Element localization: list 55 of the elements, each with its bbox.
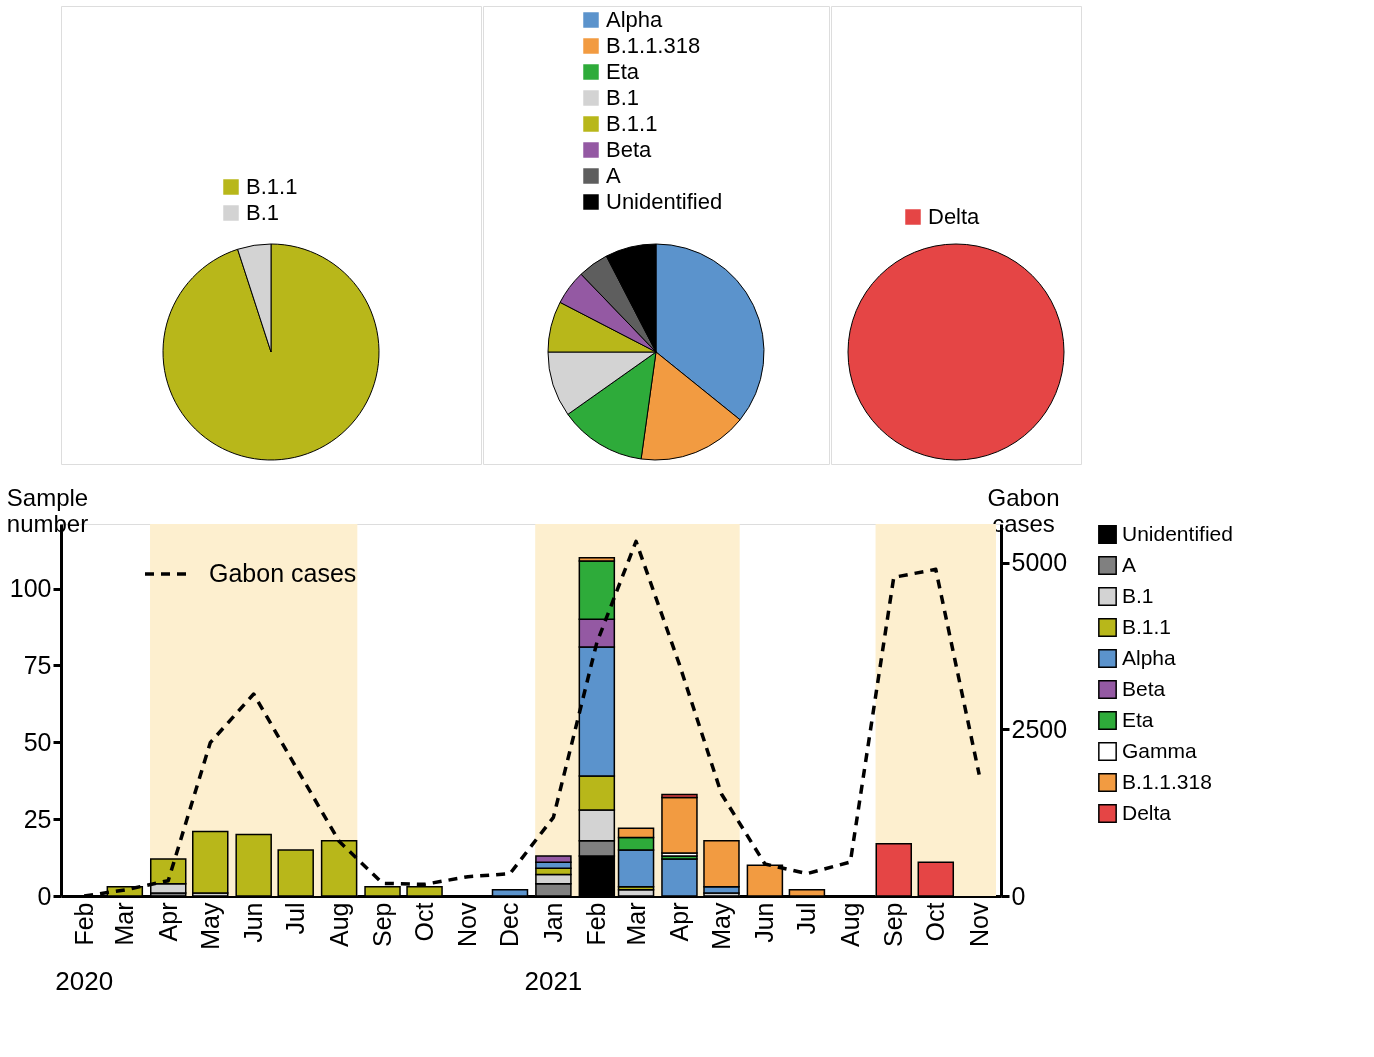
y-tick-label: 0 [37, 881, 52, 910]
legend-label: Unidentified [1122, 521, 1233, 545]
legend-label: B.1 [246, 200, 280, 225]
legend-label: B.1 [606, 85, 640, 110]
text: 2021 [524, 966, 583, 996]
y-tick-label: 75 [23, 650, 52, 679]
legend-label: Gabon cases [209, 559, 357, 587]
x-tick-label: May [195, 902, 224, 950]
legend-label: B.1.1.318 [606, 33, 701, 58]
legend-label: Delta [1122, 800, 1172, 824]
legend-label: Alpha [1122, 645, 1177, 669]
x-tick-label: Apr [664, 902, 693, 942]
legend-label: B.1 [1122, 583, 1154, 607]
x-tick-label: Sep [368, 902, 397, 947]
y-axis-title: Sample number [6, 483, 89, 537]
x-tick-label: Nov [453, 902, 482, 947]
x-tick-label: Nov [964, 902, 993, 947]
x-tick-label: Jul [281, 902, 310, 935]
y-tick-label: 50 [23, 727, 52, 756]
x-tick-label: Feb [582, 902, 611, 946]
legend-label: Unidentified [606, 189, 723, 214]
x-tick-label: Mar [621, 902, 650, 946]
legend-label: B.1.1 [606, 111, 658, 136]
legend-label: B.1.1 [246, 174, 298, 199]
x-tick-label: Feb [69, 902, 98, 946]
legend-label: Alpha [606, 7, 664, 32]
x-tick-label: Jun [750, 902, 779, 943]
y-tick-label: 100 [9, 574, 52, 603]
x-tick-label: Jul [792, 902, 821, 935]
legend-label: Beta [1122, 676, 1166, 700]
legend-label: A [606, 163, 621, 188]
y2-tick-label: 2500 [1011, 714, 1068, 743]
legend-label: Eta [1122, 707, 1154, 731]
y2-tick-label: 5000 [1011, 548, 1068, 577]
x-tick-label: May [706, 902, 735, 950]
x-tick-label: Jan [538, 902, 567, 943]
x-tick-label: Dec [495, 902, 524, 947]
text: 2020 [55, 966, 114, 996]
y2-tick-label: 0 [1011, 881, 1026, 910]
legend-label: Eta [606, 59, 640, 84]
y-tick-label: 25 [23, 804, 52, 833]
legend-label: B.1.1 [1122, 614, 1172, 638]
x-tick-label: Aug [835, 902, 864, 947]
x-tick-label: Jun [239, 902, 268, 943]
legend-label: Beta [606, 137, 653, 162]
legend-label: Gamma [1122, 738, 1197, 762]
x-tick-label: Oct [921, 902, 950, 942]
legend-label: B.1.1.318 [1122, 769, 1212, 793]
legend-label: A [1122, 552, 1137, 576]
x-tick-label: Oct [410, 902, 439, 942]
legend-label: Delta [928, 204, 981, 229]
x-tick-label: Apr [153, 902, 182, 942]
x-tick-label: Mar [110, 902, 139, 946]
x-tick-label: Sep [879, 902, 908, 947]
x-tick-label: Aug [324, 902, 353, 947]
